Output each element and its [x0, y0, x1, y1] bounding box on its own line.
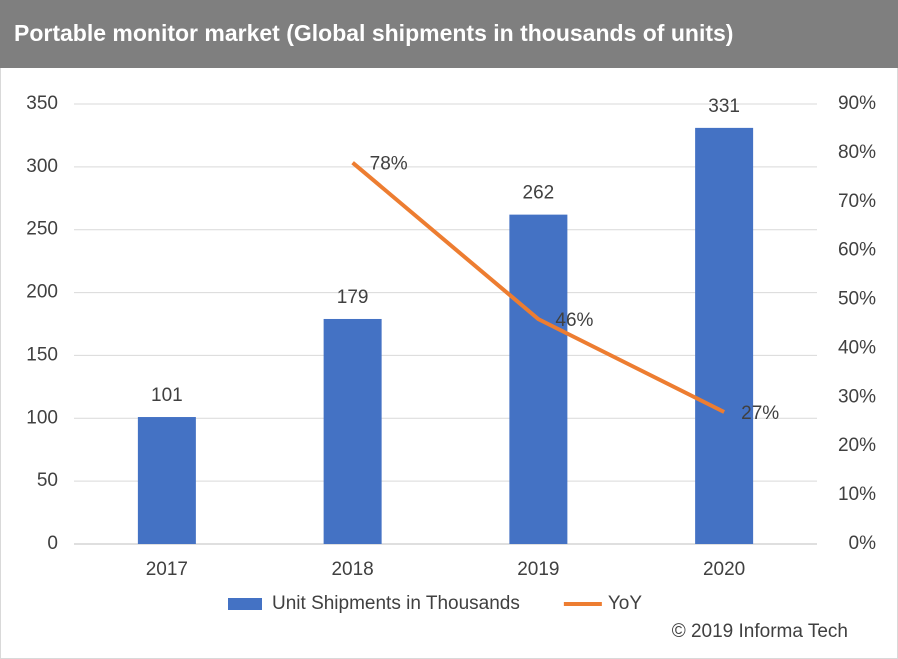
chart-title: Portable monitor market (Global shipment…	[14, 20, 733, 46]
data-label: 262	[523, 183, 555, 204]
data-label: 78%	[370, 154, 408, 175]
line	[351, 161, 726, 414]
y-tick-label: 200	[26, 282, 58, 303]
data-label: 46%	[555, 310, 593, 331]
data-label: 101	[151, 385, 183, 406]
y2-tick-label: 80%	[838, 142, 876, 163]
y2-tick-label: 40%	[838, 337, 876, 358]
legend-label: Unit Shipments in Thousands	[272, 593, 520, 614]
y2-tick-label: 30%	[838, 386, 876, 407]
y2-tick-label: 0%	[849, 533, 877, 554]
data-label: 331	[708, 96, 740, 117]
y2-tick-label: 70%	[838, 191, 876, 212]
y2-tick-label: 10%	[838, 484, 876, 505]
legend-swatch	[228, 598, 262, 610]
y-tick-label: 100	[26, 407, 58, 428]
data-label: 27%	[741, 403, 779, 424]
y-tick-label: 300	[26, 156, 58, 177]
y2-tick-label: 50%	[838, 289, 876, 310]
y-tick-label: 50	[37, 470, 58, 491]
bar	[323, 318, 382, 544]
y2-tick-label: 20%	[838, 435, 876, 456]
y-tick-label: 0	[47, 533, 58, 554]
x-tick-label: 2018	[331, 559, 373, 580]
bar	[509, 214, 568, 544]
y-tick-label: 250	[26, 219, 58, 240]
title-bar	[0, 0, 898, 68]
x-tick-label: 2019	[517, 559, 559, 580]
legend-label: YoY	[608, 593, 642, 614]
data-label: 179	[337, 287, 369, 308]
x-tick-label: 2017	[146, 559, 188, 580]
x-tick-label: 2020	[703, 559, 745, 580]
bar	[695, 127, 754, 544]
y2-tick-label: 90%	[838, 93, 876, 114]
source-note: © 2019 Informa Tech	[672, 621, 848, 642]
y-tick-label: 350	[26, 93, 58, 114]
y2-tick-label: 60%	[838, 240, 876, 261]
bar	[137, 417, 196, 544]
y-tick-label: 150	[26, 344, 58, 365]
